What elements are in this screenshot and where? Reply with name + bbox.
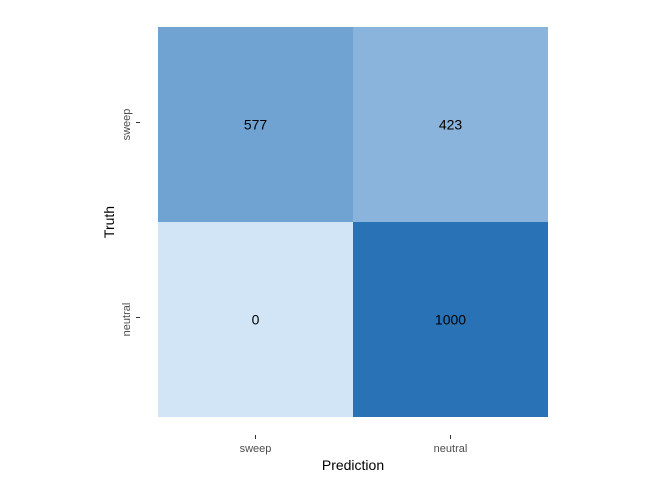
y-axis-title: Truth <box>101 206 117 238</box>
heatmap-cell <box>353 222 548 417</box>
cell-labels-layer: 577 423 0 1000 <box>244 117 466 328</box>
y-tick-label: neutral <box>121 303 133 337</box>
cells-layer <box>158 27 548 417</box>
y-tick-label: sweep <box>121 109 133 141</box>
y-axis-ticks: sweep neutral <box>121 109 140 337</box>
x-axis-ticks: sweep neutral <box>240 435 468 455</box>
cell-value-label: 0 <box>252 312 260 328</box>
x-axis-title: Prediction <box>322 457 384 473</box>
heatmap-cell <box>158 27 353 222</box>
cell-value-label: 423 <box>439 117 463 133</box>
cell-value-label: 577 <box>244 117 268 133</box>
x-tick-label: sweep <box>240 443 272 455</box>
heatmap-cell <box>353 27 548 222</box>
heatmap-cell <box>158 222 353 417</box>
cell-value-label: 1000 <box>435 312 466 328</box>
x-tick-label: neutral <box>434 443 468 455</box>
